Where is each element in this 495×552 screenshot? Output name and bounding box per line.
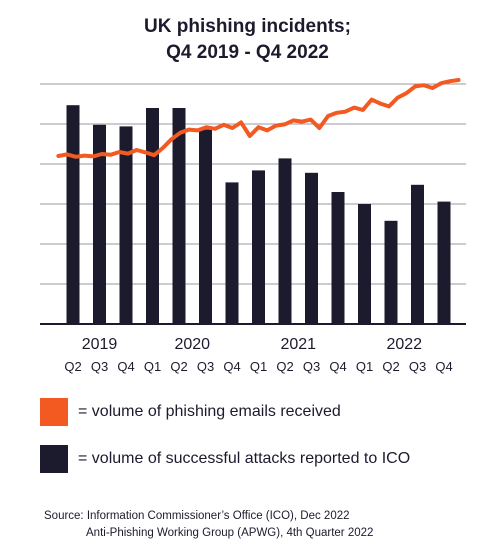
- legend-label-attacks: = volume of successful attacks reported …: [78, 450, 411, 467]
- legend-item-attacks: = volume of successful attacks reported …: [40, 445, 410, 473]
- attack-bar: [278, 158, 292, 324]
- attack-bar: [93, 124, 106, 324]
- quarter-tick-label: Q4: [117, 359, 134, 374]
- quarter-tick-label: Q2: [276, 359, 293, 374]
- attack-bar: [305, 172, 318, 324]
- quarter-tick-label: Q3: [91, 359, 108, 374]
- quarter-tick-label: Q2: [170, 359, 187, 374]
- bar-layer: [66, 105, 451, 325]
- attack-bar: [358, 204, 371, 324]
- attack-bar: [199, 129, 212, 324]
- source-line1: Source: Information Commissioner’s Offic…: [44, 510, 350, 522]
- year-label: 2022: [386, 336, 422, 353]
- line-layer: [56, 78, 461, 159]
- quarter-tick-label: Q1: [250, 359, 267, 374]
- attack-bar: [172, 108, 186, 324]
- year-label: 2021: [280, 336, 316, 353]
- attack-bar: [411, 184, 424, 324]
- attack-bar: [225, 182, 239, 324]
- quarter-tick-label: Q4: [329, 359, 346, 374]
- quarter-tick-label: Q1: [356, 359, 373, 374]
- attack-bar: [252, 170, 265, 324]
- chart-title-line1: UK phishing incidents;: [144, 16, 351, 37]
- chart-title: UK phishing incidents; Q4 2019 - Q4 2022: [0, 14, 495, 66]
- attack-bar: [66, 105, 80, 324]
- quarter-tick-label: Q3: [303, 359, 320, 374]
- legend-label-phishing: = volume of phishing emails received: [78, 403, 341, 420]
- quarter-tick-label: Q3: [409, 359, 426, 374]
- chart-title-line2: Q4 2019 - Q4 2022: [166, 42, 329, 63]
- year-label: 2019: [82, 336, 118, 353]
- quarter-tick-label: Q2: [64, 359, 81, 374]
- quarter-tick-label: Q1: [144, 359, 161, 374]
- quarter-tick-label: Q2: [382, 359, 399, 374]
- legend-swatch-attacks: [40, 445, 68, 473]
- attack-bar: [331, 192, 345, 324]
- quarter-tick-label: Q4: [223, 359, 240, 374]
- quarter-tick-label: Q3: [197, 359, 214, 374]
- source-note: Source: Information Commissioner’s Offic…: [44, 508, 484, 542]
- chart-canvas: 2019 2020 2021 2022 Q2 Q3 Q4 Q1 Q2 Q3 Q4 Q1 Q2 Q3 Q4 Q1…: [40, 78, 466, 374]
- label-layer: 2019 2020 2021 2022 Q2 Q3 Q4 Q1 Q2 Q3 Q4 Q1 Q2 Q3 Q4 Q1…: [64, 336, 452, 374]
- quarter-tick-label: Q4: [435, 359, 452, 374]
- attack-bar: [119, 126, 133, 325]
- attack-bar: [384, 220, 398, 324]
- source-line2: Anti-Phishing Working Group (APWG), 4th …: [86, 527, 374, 539]
- year-label: 2020: [174, 336, 210, 353]
- phishing-line: [56, 78, 461, 159]
- attack-bar: [437, 201, 451, 324]
- attack-bar: [146, 108, 159, 324]
- legend-swatch-phishing: [40, 398, 68, 426]
- legend-item-phishing: = volume of phishing emails received: [40, 398, 341, 426]
